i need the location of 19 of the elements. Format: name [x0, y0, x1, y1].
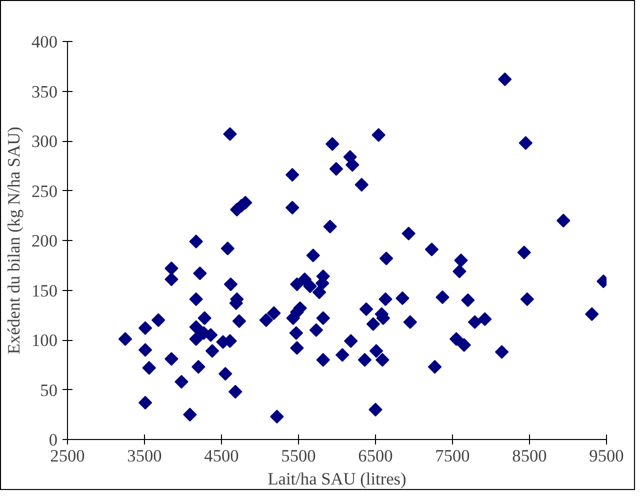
y-tick-label: 400: [32, 32, 58, 52]
y-axis-title: Exédent du bilan (kg N/ha SAU): [4, 126, 24, 354]
x-tick-label: 6500: [358, 446, 393, 466]
y-tick-label: 100: [32, 331, 58, 350]
x-tick-label: 9500: [589, 446, 624, 466]
x-tick-label: 8500: [512, 446, 547, 466]
x-tick-label: 3500: [127, 446, 162, 466]
x-tick-label: 7500: [435, 446, 470, 466]
y-tick-label: 50: [40, 380, 58, 400]
x-axis-title: Lait/ha SAU (litres): [268, 470, 407, 488]
y-tick-label: 350: [32, 82, 58, 102]
x-tick-label: 2500: [50, 446, 85, 466]
y-tick-label: 150: [32, 281, 58, 300]
y-tick-label: 200: [32, 232, 58, 250]
y-tick-label: 0: [48, 430, 58, 450]
y-tick-label: 300: [32, 132, 58, 151]
x-tick-label: 5500: [281, 446, 316, 466]
x-tick-label: 4500: [204, 446, 239, 466]
y-tick-label: 250: [32, 182, 58, 201]
